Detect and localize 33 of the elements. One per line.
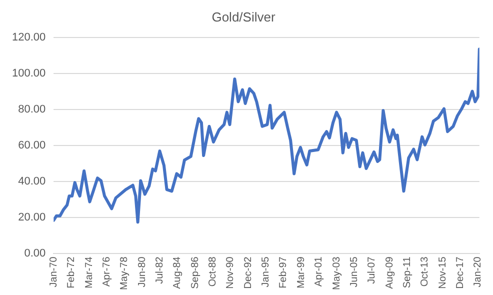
x-tick-label: Nov-15 — [437, 256, 448, 289]
x-tick-label: Sep-11 — [402, 256, 413, 288]
x-tick-label: Apr-01 — [314, 256, 325, 287]
x-tick-label: Jul-82 — [154, 256, 166, 284]
x-tick-label: Mar-99 — [296, 256, 307, 288]
x-tick-label: Jul-07 — [366, 256, 378, 284]
x-tick-label: Jan-70 — [48, 256, 60, 288]
x-tick-label: Nov-90 — [225, 256, 236, 289]
x-tick-label: May-03 — [331, 256, 342, 290]
chart-title: Gold/Silver — [212, 9, 276, 24]
x-tick-label: Mar-74 — [84, 256, 95, 288]
x-tick-label: Jan-95 — [260, 256, 272, 288]
x-tick-label: Apr-76 — [101, 256, 112, 287]
y-tick-label: 120.00 — [12, 32, 46, 44]
y-tick-label: 60.00 — [18, 140, 46, 152]
x-tick-label: Sep-86 — [190, 256, 201, 289]
y-tick-label: 0.00 — [24, 248, 46, 260]
x-tick-label: Dec-92 — [242, 256, 254, 289]
x-tick-label: Jun-80 — [136, 256, 148, 288]
x-tick-label: Aug-84 — [172, 256, 184, 289]
y-tick-label: 40.00 — [18, 176, 46, 188]
x-tick-label: Jun-05 — [348, 256, 360, 288]
x-tick-label: Oct-88 — [208, 256, 219, 287]
x-tick-label: Feb-97 — [278, 256, 290, 288]
y-tick-label: 20.00 — [18, 212, 46, 224]
y-tick-label: 100.00 — [12, 68, 46, 80]
x-tick-label: May-78 — [119, 256, 130, 290]
y-tick-label: 80.00 — [18, 104, 46, 116]
x-tick-label: Jan-20 — [472, 256, 484, 288]
x-tick-label: Feb-72 — [66, 256, 78, 288]
x-tick-label: Oct-13 — [420, 256, 431, 287]
x-tick-label: Dec-17 — [455, 256, 466, 289]
x-tick-label: Aug-09 — [384, 256, 396, 289]
